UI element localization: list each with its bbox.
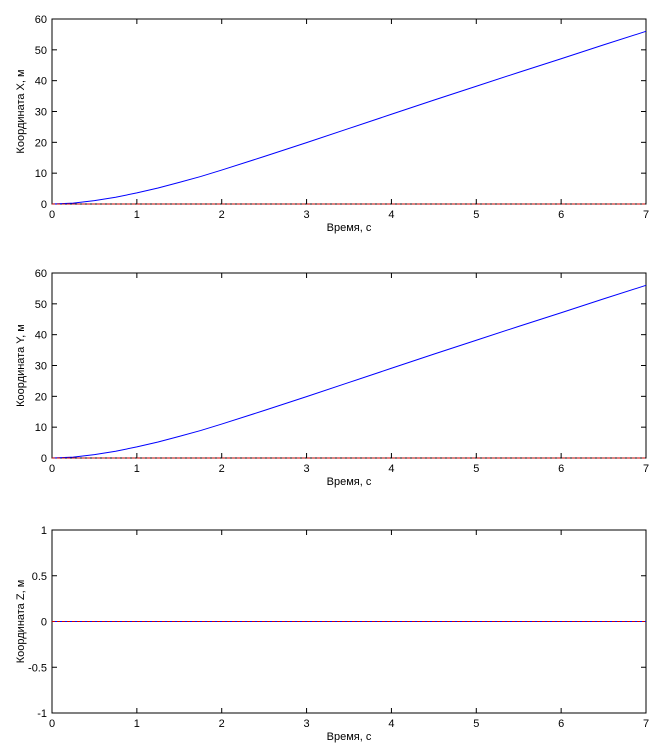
x-tick-label: 1 [134, 209, 140, 221]
plot-area [51, 18, 647, 205]
x-axis-label: Время, с [327, 731, 372, 743]
y-tick-label: 50 [35, 299, 47, 311]
x-tick-label: 4 [388, 209, 394, 221]
x-tick-label: 5 [473, 463, 479, 475]
x-tick-label: 0 [49, 718, 55, 730]
x-tick-label: 0 [49, 209, 55, 221]
x-tick-label: 3 [304, 463, 310, 475]
series-line-1 [51, 30, 647, 205]
chart-1: 0 1 2 3 4 5 6 7 0 10 20 30 40 50 60 Время, с Координата … [15, 14, 649, 234]
x-tick-label: 6 [558, 463, 564, 475]
x-tick-label: 0 [49, 463, 55, 475]
y-tick-label: 0 [41, 453, 47, 465]
x-tick-label: 4 [388, 718, 394, 730]
y-tick-label: 1 [41, 525, 47, 537]
y-tick-label: 0 [41, 199, 47, 211]
y-tick-label: 10 [35, 422, 47, 434]
y-tick-label: 30 [35, 107, 47, 119]
y-axis-label: Координата Y, м [15, 324, 27, 407]
x-axis-label: Время, с [327, 222, 372, 234]
x-tick-label: 5 [473, 718, 479, 730]
x-tick-label: 2 [219, 209, 225, 221]
y-tick-label: 50 [35, 45, 47, 57]
y-tick-label: 0 [41, 617, 47, 629]
y-tick-label: 60 [35, 14, 47, 26]
x-tick-label: 3 [304, 718, 310, 730]
y-tick-label: -0.5 [28, 662, 47, 674]
x-tick-label: 5 [473, 209, 479, 221]
y-tick-label: 10 [35, 168, 47, 180]
y-tick-label: 30 [35, 361, 47, 373]
y-tick-label: -1 [37, 708, 47, 720]
x-tick-label: 6 [558, 718, 564, 730]
y-tick-label: 60 [35, 268, 47, 280]
x-tick-label: 2 [219, 463, 225, 475]
y-tick-label: 40 [35, 330, 47, 342]
y-tick-label: 0.5 [32, 571, 47, 583]
plot-area [51, 272, 647, 459]
x-axis-label: Время, с [327, 476, 372, 488]
x-tick-label: 6 [558, 209, 564, 221]
x-tick-label: 7 [643, 718, 649, 730]
x-tick-label: 1 [134, 463, 140, 475]
y-tick-label: 20 [35, 137, 47, 149]
y-tick-label: 20 [35, 391, 47, 403]
chart-3: 0 1 2 3 4 5 6 7 -1 -0.5 0 0.5 1 Время, с Координата Z,… [15, 525, 649, 743]
x-tick-label: 7 [643, 463, 649, 475]
y-axis-label: Координата X, м [15, 69, 27, 153]
y-tick-label: 40 [35, 76, 47, 88]
series-line-1 [51, 284, 647, 459]
x-tick-label: 3 [304, 209, 310, 221]
x-tick-label: 2 [219, 718, 225, 730]
y-axis-label: Координата Z, м [15, 580, 27, 664]
x-tick-label: 7 [643, 209, 649, 221]
chart-2: 0 1 2 3 4 5 6 7 0 10 20 30 40 50 60 Время, с Координата … [15, 268, 649, 488]
x-tick-label: 1 [134, 718, 140, 730]
x-tick-label: 4 [388, 463, 394, 475]
